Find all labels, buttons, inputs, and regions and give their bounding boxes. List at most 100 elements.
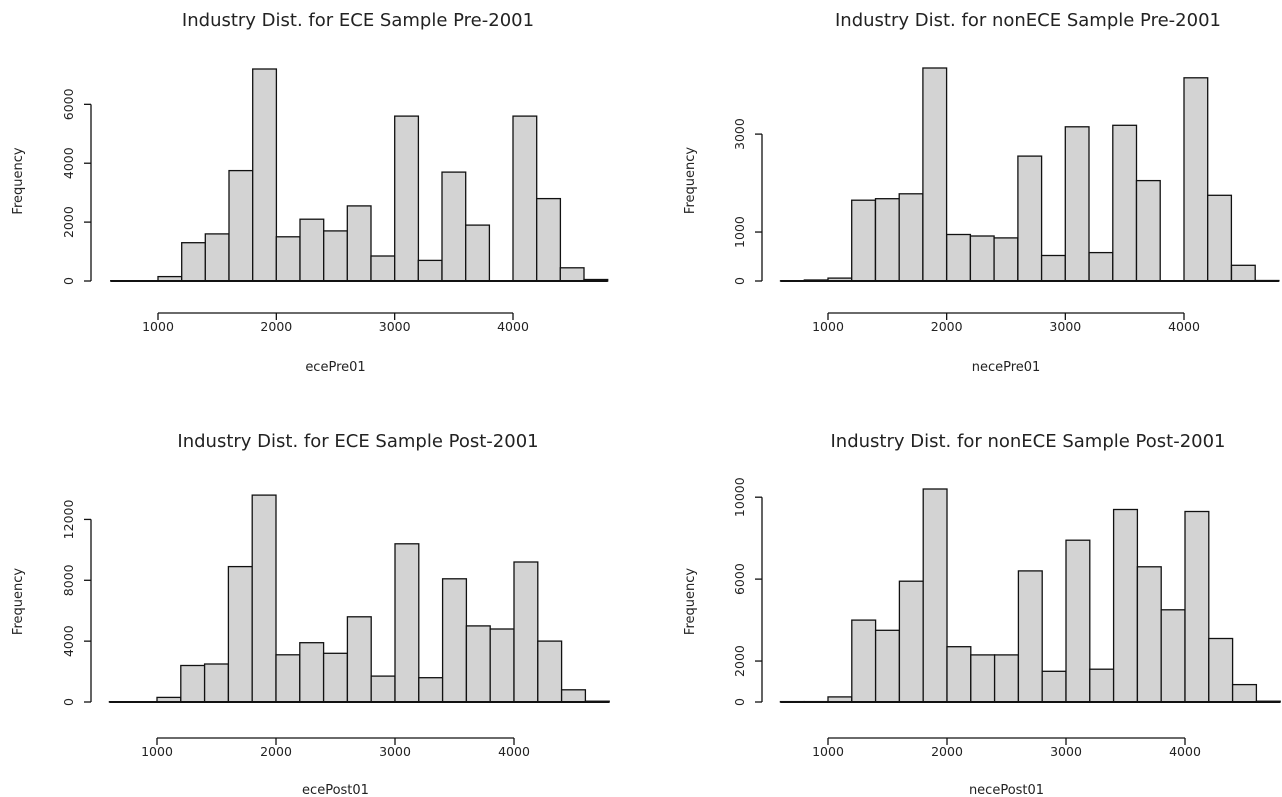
histogram-bar: [180, 664, 206, 703]
histogram-bar: [946, 646, 972, 703]
histogram-bar: [1065, 539, 1091, 703]
x-tick-label: 1000: [812, 744, 844, 759]
histogram-bar: [851, 619, 877, 703]
histogram-bar: [370, 675, 396, 703]
x-tick-label: 3000: [379, 744, 411, 759]
histogram-bar: [559, 267, 585, 282]
histogram-bar: [922, 488, 948, 703]
histogram-bar: [851, 199, 877, 282]
histogram-bar: [874, 629, 901, 703]
histogram-bar: [181, 242, 207, 282]
x-tick-label: 3000: [379, 319, 411, 334]
histogram-bar: [1135, 179, 1161, 282]
y-tick-label: 6000: [732, 563, 747, 595]
histogram-panel-3: Industry Dist. for ECE Sample Post-2001 1…: [11, 431, 610, 797]
y-tick-label: 3000: [732, 118, 747, 150]
x-tick-label: 4000: [497, 319, 529, 334]
chart-title: Industry Dist. for ECE Sample Pre-2001: [182, 10, 534, 31]
y-tick-label: 0: [732, 698, 747, 706]
y-axis-label: Frequency: [683, 147, 698, 214]
histogram-bar: [1089, 668, 1115, 703]
histogram-bar: [1088, 251, 1114, 282]
histogram-bar: [513, 561, 539, 703]
histogram-bar: [537, 640, 563, 703]
histogram-bar: [370, 255, 396, 282]
histogram-bar: [993, 237, 1019, 282]
histogram-bar: [204, 233, 230, 282]
histogram-bar: [227, 565, 253, 703]
histogram-bar: [394, 543, 420, 703]
histogram-bar: [922, 67, 948, 282]
x-tick-label: 3000: [1049, 319, 1081, 334]
y-axis-label: Frequency: [11, 147, 26, 214]
x-tick-label: 4000: [1169, 744, 1201, 759]
histogram-bar: [969, 235, 995, 282]
histogram-bar: [417, 259, 443, 282]
histogram-bar: [251, 494, 277, 703]
histogram-bar: [418, 677, 444, 703]
histogram-bar: [898, 193, 924, 282]
x-tick-label: 2000: [931, 744, 963, 759]
histogram-bar: [874, 198, 900, 282]
chart-title: Industry Dist. for nonECE Sample Pre-200…: [835, 10, 1221, 31]
histogram-bar: [970, 654, 996, 703]
y-tick-label: 0: [61, 698, 76, 706]
x-axis-label: ecePost01: [302, 783, 369, 797]
y-tick-label: 2000: [732, 645, 747, 677]
x-tick-label: 1000: [142, 319, 174, 334]
y-axis-label: Frequency: [683, 568, 698, 635]
histogram-bar: [512, 115, 538, 282]
chart-title: Industry Dist. for ECE Sample Post-2001: [177, 431, 538, 452]
y-tick-label: 0: [732, 277, 747, 285]
x-tick-label: 2000: [260, 319, 292, 334]
histogram-bar: [946, 233, 972, 282]
histogram-bar: [1041, 670, 1067, 703]
histogram-bar: [465, 625, 491, 703]
histogram-bar: [560, 689, 587, 703]
histogram-bar: [465, 224, 491, 282]
histogram-bar: [275, 236, 301, 282]
y-tick-label: 12000: [61, 499, 76, 539]
histogram-bar: [1160, 609, 1186, 703]
histogram-bar: [346, 616, 372, 703]
x-tick-label: 1000: [141, 744, 173, 759]
histogram-bar: [299, 642, 325, 703]
x-tick-label: 1000: [812, 319, 844, 334]
x-tick-label: 2000: [260, 744, 292, 759]
histogram-bar: [323, 230, 349, 282]
histogram-bar: [275, 654, 301, 703]
histogram-bar: [993, 654, 1020, 703]
histogram-bar: [489, 628, 515, 703]
y-tick-label: 8000: [61, 564, 76, 596]
y-tick-label: 4000: [61, 625, 76, 657]
x-axis-label: ecePre01: [305, 360, 365, 375]
histogram-bar: [203, 663, 230, 703]
x-axis-label: necePost01: [969, 783, 1044, 797]
histogram-bar: [898, 580, 924, 703]
histogram-bar: [1040, 254, 1066, 282]
x-tick-label: 4000: [1168, 319, 1200, 334]
x-tick-label: 4000: [498, 744, 530, 759]
histogram-bar: [346, 205, 372, 282]
histogram-bar: [1064, 126, 1090, 282]
y-axis-label: Frequency: [11, 568, 26, 635]
histogram-bar: [1017, 155, 1043, 282]
histogram-bar: [1207, 194, 1233, 282]
y-tick-label: 4000: [61, 147, 76, 179]
histogram-bar: [1112, 124, 1138, 282]
histogram-bar: [1208, 637, 1234, 703]
histogram-panel-4: Industry Dist. for nonECE Sample Post-20…: [683, 431, 1281, 797]
histogram-bar: [322, 652, 349, 703]
histogram-bar: [1183, 77, 1209, 282]
histogram-bar: [536, 197, 562, 282]
chart-title: Industry Dist. for nonECE Sample Post-20…: [830, 431, 1225, 452]
y-tick-label: 2000: [61, 206, 76, 238]
histogram-bar: [252, 68, 278, 282]
y-tick-label: 1000: [732, 216, 747, 248]
histogram-bar: [299, 218, 325, 282]
histogram-bar: [1017, 570, 1043, 703]
y-tick-label: 6000: [61, 88, 76, 120]
x-tick-label: 2000: [931, 319, 963, 334]
